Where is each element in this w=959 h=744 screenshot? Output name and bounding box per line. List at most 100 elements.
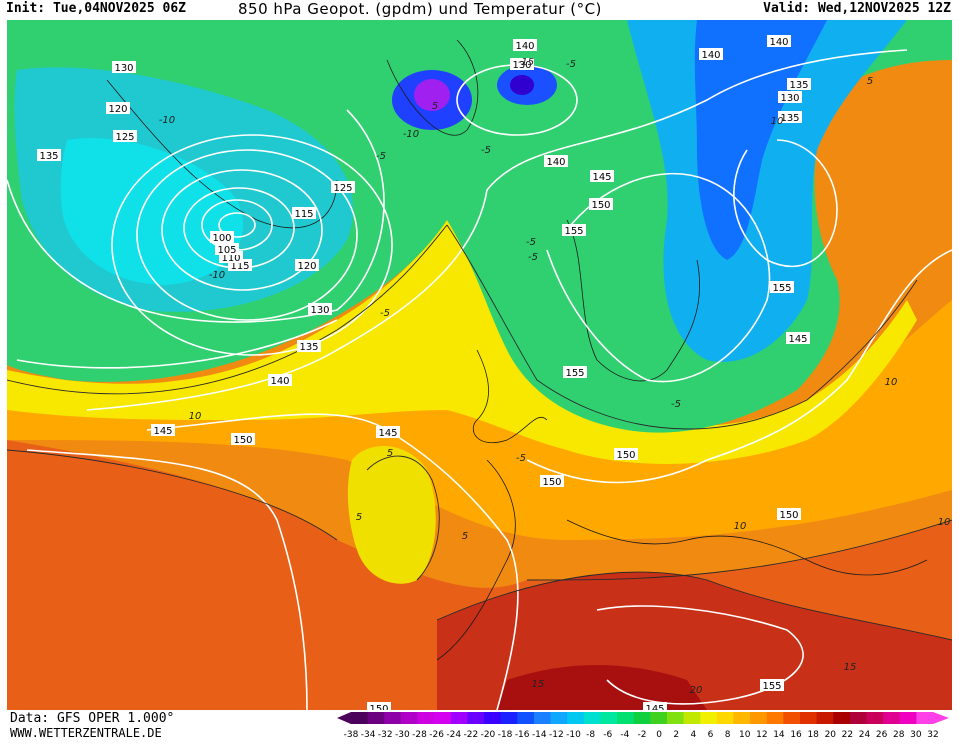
geopotential-label-bg [151,424,175,436]
cyan-core-west [60,138,244,285]
scale-cell [533,712,552,724]
geopotential-label: 145 [645,704,664,710]
geopotential-label-bg [367,702,391,710]
geopotential-label-bg [787,78,811,90]
geopotential-label: 155 [564,226,583,237]
geopotential-label-bg [778,111,802,123]
isotherm-10 [7,449,338,541]
scale-tick-label: -16 [515,730,530,740]
geopotential-label-bg [268,374,292,386]
geopotential-label: 155 [762,681,781,692]
geopotential-label: 110 [221,253,240,264]
scale-cell [633,712,651,724]
scale-cell [733,712,751,724]
geopotential-label-bg [540,475,564,487]
contour-140-trough [546,172,771,383]
hottest-field [497,665,707,710]
scale-tick-label: -12 [549,730,564,740]
scale-tick-label: 28 [893,730,905,740]
temperature-label: -10 [209,270,225,281]
temperature-label: 15 [844,662,857,673]
temperature-label: -5 [516,453,526,464]
geopotential-label-bg [113,130,137,142]
weather-map: 135 130 125 120 115 110 105 100 115 120 125 130 135 1… [7,20,952,710]
temperature-label: 5 [356,512,362,523]
color-scale-svg: -38 -34 -32 -30 -28 -26 -24 -22 -20 -18 -16 -14 -12-… [337,712,949,740]
scale-tick-label: -8 [586,730,595,740]
scale-tick-label: 8 [725,730,731,740]
scale-tick-label: 14 [773,730,785,740]
geopotential-label-bg [699,48,723,60]
contour-150 [26,449,308,710]
scale-cell [899,712,917,724]
geopotential-label: 105 [217,245,236,256]
geopotential-label-bg [331,181,355,193]
scale-tick-label: 18 [807,730,819,740]
scale-tick-label: 2 [673,730,679,740]
coastline-greenland [386,39,479,136]
scale-tick-label: -4 [620,730,629,740]
scale-tick-label: -2 [638,730,647,740]
temperature-label: 5 [462,531,468,542]
temperature-label: -5 [671,399,681,410]
geopotential-label-bg [376,426,400,438]
header-bar: Init: Tue,04NOV2025 06Z 850 hPa Geopot. … [0,0,959,20]
scale-tick-label: -20 [481,730,496,740]
geopotential-label-bg [562,224,586,236]
scale-cell [650,712,668,724]
geopotential-label-bg [589,198,613,210]
geopotential-label: 135 [780,113,799,124]
geopotential-label: 120 [297,261,316,272]
geopotential-label-bg [510,58,534,70]
scale-cell [700,712,718,724]
scale-cell [434,712,452,724]
scale-tick-label: 24 [859,730,871,740]
temperature-label: 10 [885,377,898,388]
chart-title: 850 hPa Geopot. (gpdm) und Temperatur (°… [238,0,602,18]
scale-cell [500,712,518,724]
geopotential-label-bg [295,259,319,271]
scale-cell [849,712,867,724]
scale-tick-label: -26 [429,730,444,740]
contour-150-east [526,249,952,484]
geopotential-label: 140 [515,41,534,52]
geopotential-label-bg [292,207,316,219]
geopotential-label: 150 [542,477,561,488]
geopotential-label-bg [513,39,537,51]
temperature-label: -15 [518,57,534,68]
geopotential-label: 150 [616,450,635,461]
geopotential-label: 115 [294,209,313,220]
scale-cell [367,712,385,724]
temperature-label: -10 [159,115,175,126]
geopotential-label-bg [563,366,587,378]
geopotential-label: 135 [39,151,58,162]
geopotential-label-bg [297,340,321,352]
scale-cell [484,712,502,724]
geopotential-label: 150 [591,200,610,211]
scale-cell [799,712,818,724]
scale-tick-label: -24 [446,730,461,740]
geopotential-label: 150 [779,510,798,521]
geopotential-label-bg [786,332,810,344]
scale-cell [883,712,901,724]
contour-130 [7,109,385,323]
geopotential-label: 140 [270,376,289,387]
scale-tick-label: -6 [603,730,612,740]
contour-120 [136,149,358,321]
geopotential-label-bg [590,170,614,182]
scale-cell [517,712,535,724]
geopotential-label: 140 [701,50,720,61]
scale-cell [816,712,834,724]
contour-125 [111,134,393,356]
scale-cell [467,712,485,724]
geopotential-label: 130 [114,63,133,74]
geopotential-label: 155 [772,283,791,294]
scale-cell [400,712,419,724]
coastline-scandinavia [566,219,701,382]
scale-cell [750,712,768,724]
temperature-label: 15 [532,679,545,690]
isotherm-5-iberia [366,455,440,581]
init-time-label: Init: Tue,04NOV2025 06Z [6,1,187,16]
cold-core-1-inner [414,79,450,111]
scale-cell [550,712,568,724]
